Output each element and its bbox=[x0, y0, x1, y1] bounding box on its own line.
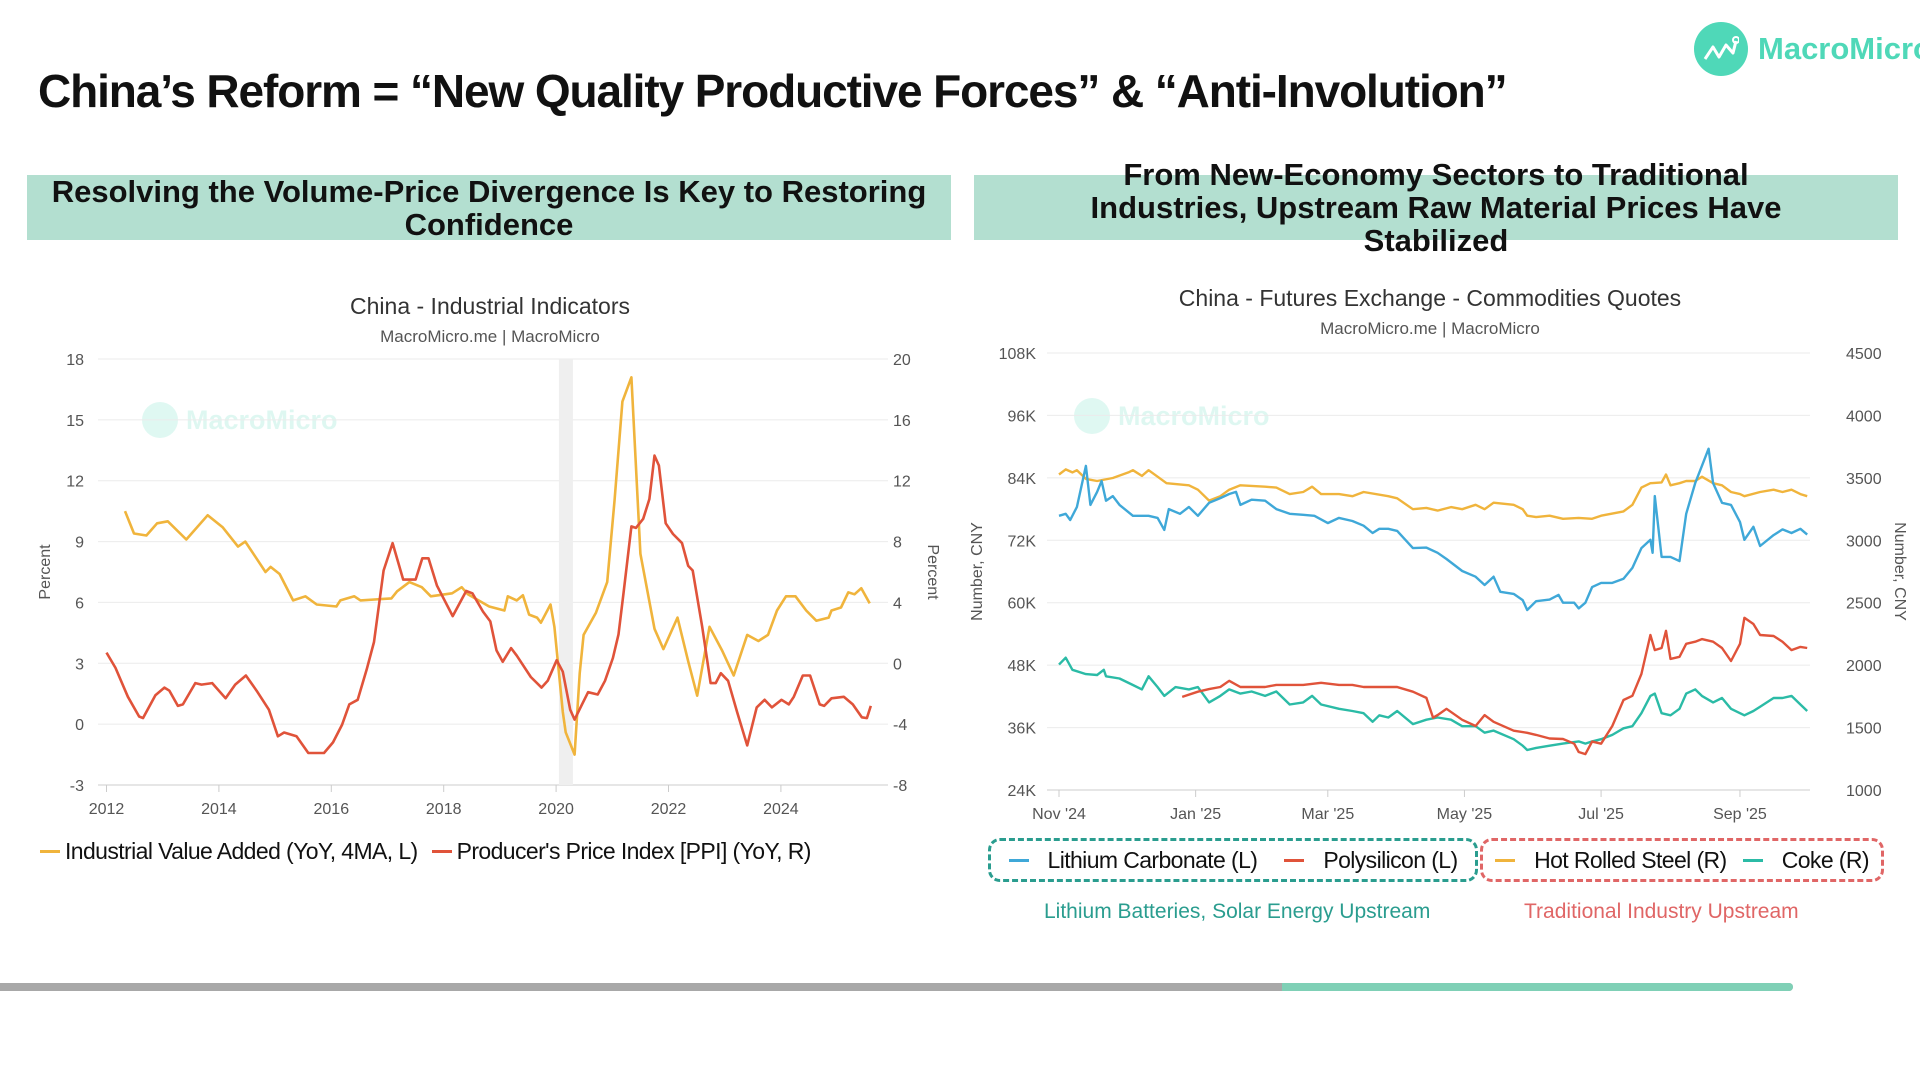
y-tick-label: 24K bbox=[1008, 783, 1037, 800]
x-tick-label: May '25 bbox=[1437, 806, 1493, 823]
recession-band bbox=[558, 359, 573, 785]
caption-traditional: Traditional Industry Upstream bbox=[1524, 900, 1799, 923]
left-legend: Industrial Value Added (YoY, 4MA, L) Pro… bbox=[40, 838, 811, 865]
chart-subtitle: MacroMicro.me | MacroMicro bbox=[1320, 319, 1540, 338]
legend-swatch bbox=[1008, 858, 1029, 862]
series-line-industrial-value-added bbox=[123, 375, 871, 756]
y-right-tick-label: -8 bbox=[893, 778, 907, 795]
commodities-quotes-chart: China - Futures Exchange - Commodities Q… bbox=[969, 285, 1908, 823]
watermark-logo-icon bbox=[1074, 398, 1110, 434]
y-right-axis-title: Percent bbox=[924, 544, 941, 600]
legend-item-ppi[interactable]: Producer's Price Index [PPI] (YoY, R) bbox=[431, 838, 812, 865]
series-line-coke bbox=[1058, 656, 1809, 752]
series-line-lithium-carbonate bbox=[1058, 447, 1808, 612]
y-tick-label: -3 bbox=[70, 778, 84, 795]
caption-new-economy: Lithium Batteries, Solar Energy Upstream bbox=[1044, 900, 1431, 923]
y-right-tick-label: 3500 bbox=[1846, 471, 1882, 488]
y-tick-label: 12 bbox=[66, 474, 84, 491]
x-tick-label: Sep '25 bbox=[1713, 806, 1767, 823]
y-tick-label: 36K bbox=[1008, 721, 1037, 738]
series-line-hot-rolled-steel bbox=[1058, 468, 1808, 520]
x-tick-label: 2014 bbox=[201, 801, 237, 818]
x-tick-label: 2020 bbox=[538, 801, 574, 818]
brand-name: MacroMicro bbox=[1758, 31, 1920, 66]
y-tick-label: 3 bbox=[75, 656, 84, 673]
legend-label: Lithium Carbonate (L) bbox=[1047, 846, 1258, 873]
legend-swatch bbox=[40, 850, 60, 853]
y-right-tick-label: 4 bbox=[893, 595, 902, 612]
y-right-tick-label: 2500 bbox=[1846, 596, 1882, 613]
industrial-indicators-chart: China - Industrial Indicators MacroMicro.… bbox=[37, 293, 941, 818]
x-tick-label: 2016 bbox=[314, 801, 350, 818]
legend-label: Hot Rolled Steel (R) bbox=[1534, 846, 1727, 873]
legend-label: Industrial Value Added (YoY, 4MA, L) bbox=[65, 838, 418, 864]
y-tick-label: 108K bbox=[999, 346, 1037, 363]
chart-subtitle: MacroMicro.me | MacroMicro bbox=[380, 327, 600, 346]
page-title: China’s Reform = “New Quality Productive… bbox=[38, 65, 1508, 117]
legend-item-coke[interactable]: Coke (R) bbox=[1742, 846, 1870, 874]
y-tick-label: 84K bbox=[1008, 471, 1037, 488]
y-tick-label: 6 bbox=[75, 595, 84, 612]
y-right-tick-label: 12 bbox=[893, 474, 911, 491]
y-right-tick-label: 4500 bbox=[1846, 346, 1882, 363]
legend-item-hot-rolled-steel[interactable]: Hot Rolled Steel (R) bbox=[1495, 847, 1727, 874]
legend-group-traditional: Hot Rolled Steel (R) Coke (R) bbox=[1480, 838, 1884, 882]
y-right-tick-label: 1500 bbox=[1846, 721, 1882, 738]
series-line-ppi bbox=[105, 454, 873, 755]
x-tick-label: Nov '24 bbox=[1032, 806, 1086, 823]
legend-item-polysilicon[interactable]: Polysilicon (L) bbox=[1284, 846, 1458, 874]
y-right-tick-label: 2000 bbox=[1846, 658, 1882, 675]
progress-bar-fill bbox=[1282, 983, 1793, 991]
y-right-tick-label: 4000 bbox=[1846, 408, 1882, 425]
legend-label: Producer's Price Index [PPI] (YoY, R) bbox=[456, 838, 812, 864]
legend-group-new-economy: Lithium Carbonate (L) Polysilicon (L) bbox=[988, 838, 1478, 882]
legend-label: Polysilicon (L) bbox=[1323, 846, 1458, 873]
y-right-tick-label: 1000 bbox=[1846, 783, 1882, 800]
watermark: MacroMicro bbox=[1118, 401, 1270, 431]
y-right-tick-label: -4 bbox=[893, 717, 907, 734]
y-tick-label: 72K bbox=[1008, 533, 1037, 550]
y-right-tick-label: 16 bbox=[893, 413, 911, 430]
y-right-tick-label: 8 bbox=[893, 535, 902, 552]
x-tick-label: 2022 bbox=[651, 801, 687, 818]
y-tick-label: 96K bbox=[1008, 408, 1037, 425]
legend-item-lithium[interactable]: Lithium Carbonate (L) bbox=[1008, 846, 1258, 874]
y-tick-label: 60K bbox=[1008, 596, 1037, 613]
progress-bar bbox=[0, 983, 1793, 991]
x-tick-label: 2012 bbox=[89, 801, 125, 818]
y-right-axis-title: Number, CNY bbox=[1891, 522, 1908, 621]
legend-swatch bbox=[1284, 858, 1305, 862]
y-axis-title: Percent bbox=[37, 544, 54, 600]
brand-logo: MacroMicro bbox=[1694, 22, 1920, 76]
y-tick-label: 9 bbox=[75, 535, 84, 552]
series-line-polysilicon bbox=[1181, 616, 1808, 756]
x-tick-label: Mar '25 bbox=[1301, 806, 1354, 823]
y-tick-label: 18 bbox=[66, 352, 84, 369]
legend-item-iva[interactable]: Industrial Value Added (YoY, 4MA, L) bbox=[40, 838, 418, 865]
y-tick-label: 48K bbox=[1008, 658, 1037, 675]
chart-title: China - Futures Exchange - Commodities Q… bbox=[1179, 285, 1681, 311]
left-panel-header: Resolving the Volume-Price Divergence Is… bbox=[27, 175, 951, 241]
x-tick-label: 2018 bbox=[426, 801, 462, 818]
x-tick-label: Jul '25 bbox=[1578, 806, 1624, 823]
macromicro-logo-icon bbox=[1694, 22, 1748, 76]
x-tick-label: Jan '25 bbox=[1170, 806, 1221, 823]
y-axis-title: Number, CNY bbox=[969, 522, 986, 621]
x-tick-label: 2024 bbox=[763, 801, 799, 818]
y-tick-label: 0 bbox=[75, 717, 84, 734]
legend-swatch bbox=[1742, 858, 1763, 862]
legend-swatch bbox=[431, 850, 452, 853]
chart-title: China - Industrial Indicators bbox=[350, 293, 630, 319]
legend-swatch bbox=[1495, 858, 1516, 862]
y-tick-label: 15 bbox=[66, 413, 84, 430]
legend-label: Coke (R) bbox=[1781, 846, 1870, 873]
y-right-tick-label: 0 bbox=[893, 656, 902, 673]
y-right-tick-label: 3000 bbox=[1846, 533, 1882, 550]
y-right-tick-label: 20 bbox=[893, 352, 911, 369]
